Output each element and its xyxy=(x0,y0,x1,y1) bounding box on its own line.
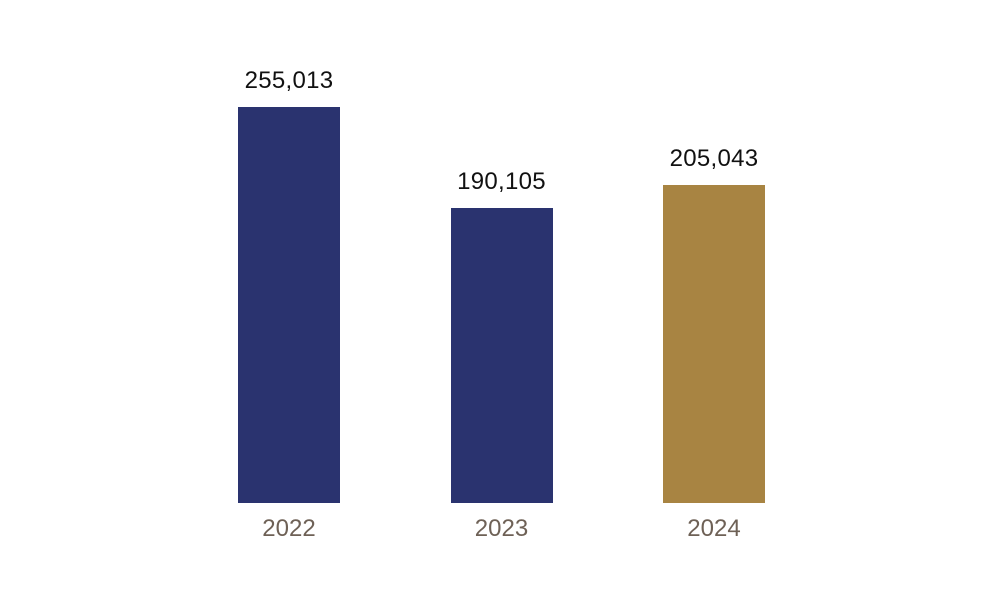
bar-category-label: 2024 xyxy=(687,515,741,542)
bar-group-2022: 255,013 2022 xyxy=(238,66,340,541)
bar-2022 xyxy=(238,107,340,503)
bar-value-label: 205,043 xyxy=(669,144,759,172)
bar-category-label: 2022 xyxy=(262,515,316,542)
bar-group-2023: 190,105 2023 xyxy=(450,167,553,541)
bar-2023 xyxy=(450,208,553,503)
bar-group-2024: 205,043 2024 xyxy=(663,144,765,541)
bar-value-label: 255,013 xyxy=(244,66,334,94)
plot-area: 255,013 2022 190,105 2023 205,043 2024 xyxy=(238,0,765,541)
bar-category-label: 2023 xyxy=(474,515,529,542)
bar-2024 xyxy=(663,185,765,503)
bar-value-label: 190,105 xyxy=(457,167,546,195)
